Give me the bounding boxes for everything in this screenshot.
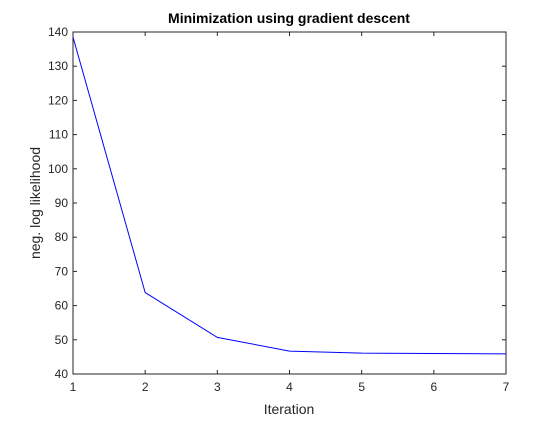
y-tick-label: 60: [55, 299, 69, 313]
x-tick-label: 5: [358, 380, 365, 394]
y-axis-label: neg. log likelihood: [27, 147, 43, 259]
x-tick-label: 7: [503, 380, 510, 394]
y-tick-label: 40: [55, 367, 69, 381]
x-tick-label: 1: [70, 380, 77, 394]
y-tick-label: 120: [48, 93, 68, 107]
x-tick-label: 6: [430, 380, 437, 394]
y-tick-label: 80: [55, 230, 69, 244]
y-tick-label: 110: [49, 128, 68, 142]
chart-title: Minimization using gradient descent: [168, 10, 410, 26]
x-tick-label: 3: [214, 380, 221, 394]
x-axis-label: Iteration: [264, 401, 315, 417]
y-tick-label: 100: [48, 162, 68, 176]
x-tick-label: 2: [142, 380, 149, 394]
y-tick-label: 70: [55, 264, 69, 278]
y-tick-label: 90: [55, 196, 69, 210]
x-tick-label: 4: [286, 380, 293, 394]
y-tick-label: 140: [48, 25, 68, 39]
y-tick-label: 130: [48, 59, 68, 73]
plot-area: [73, 32, 506, 374]
y-tick-label: 50: [55, 333, 69, 347]
